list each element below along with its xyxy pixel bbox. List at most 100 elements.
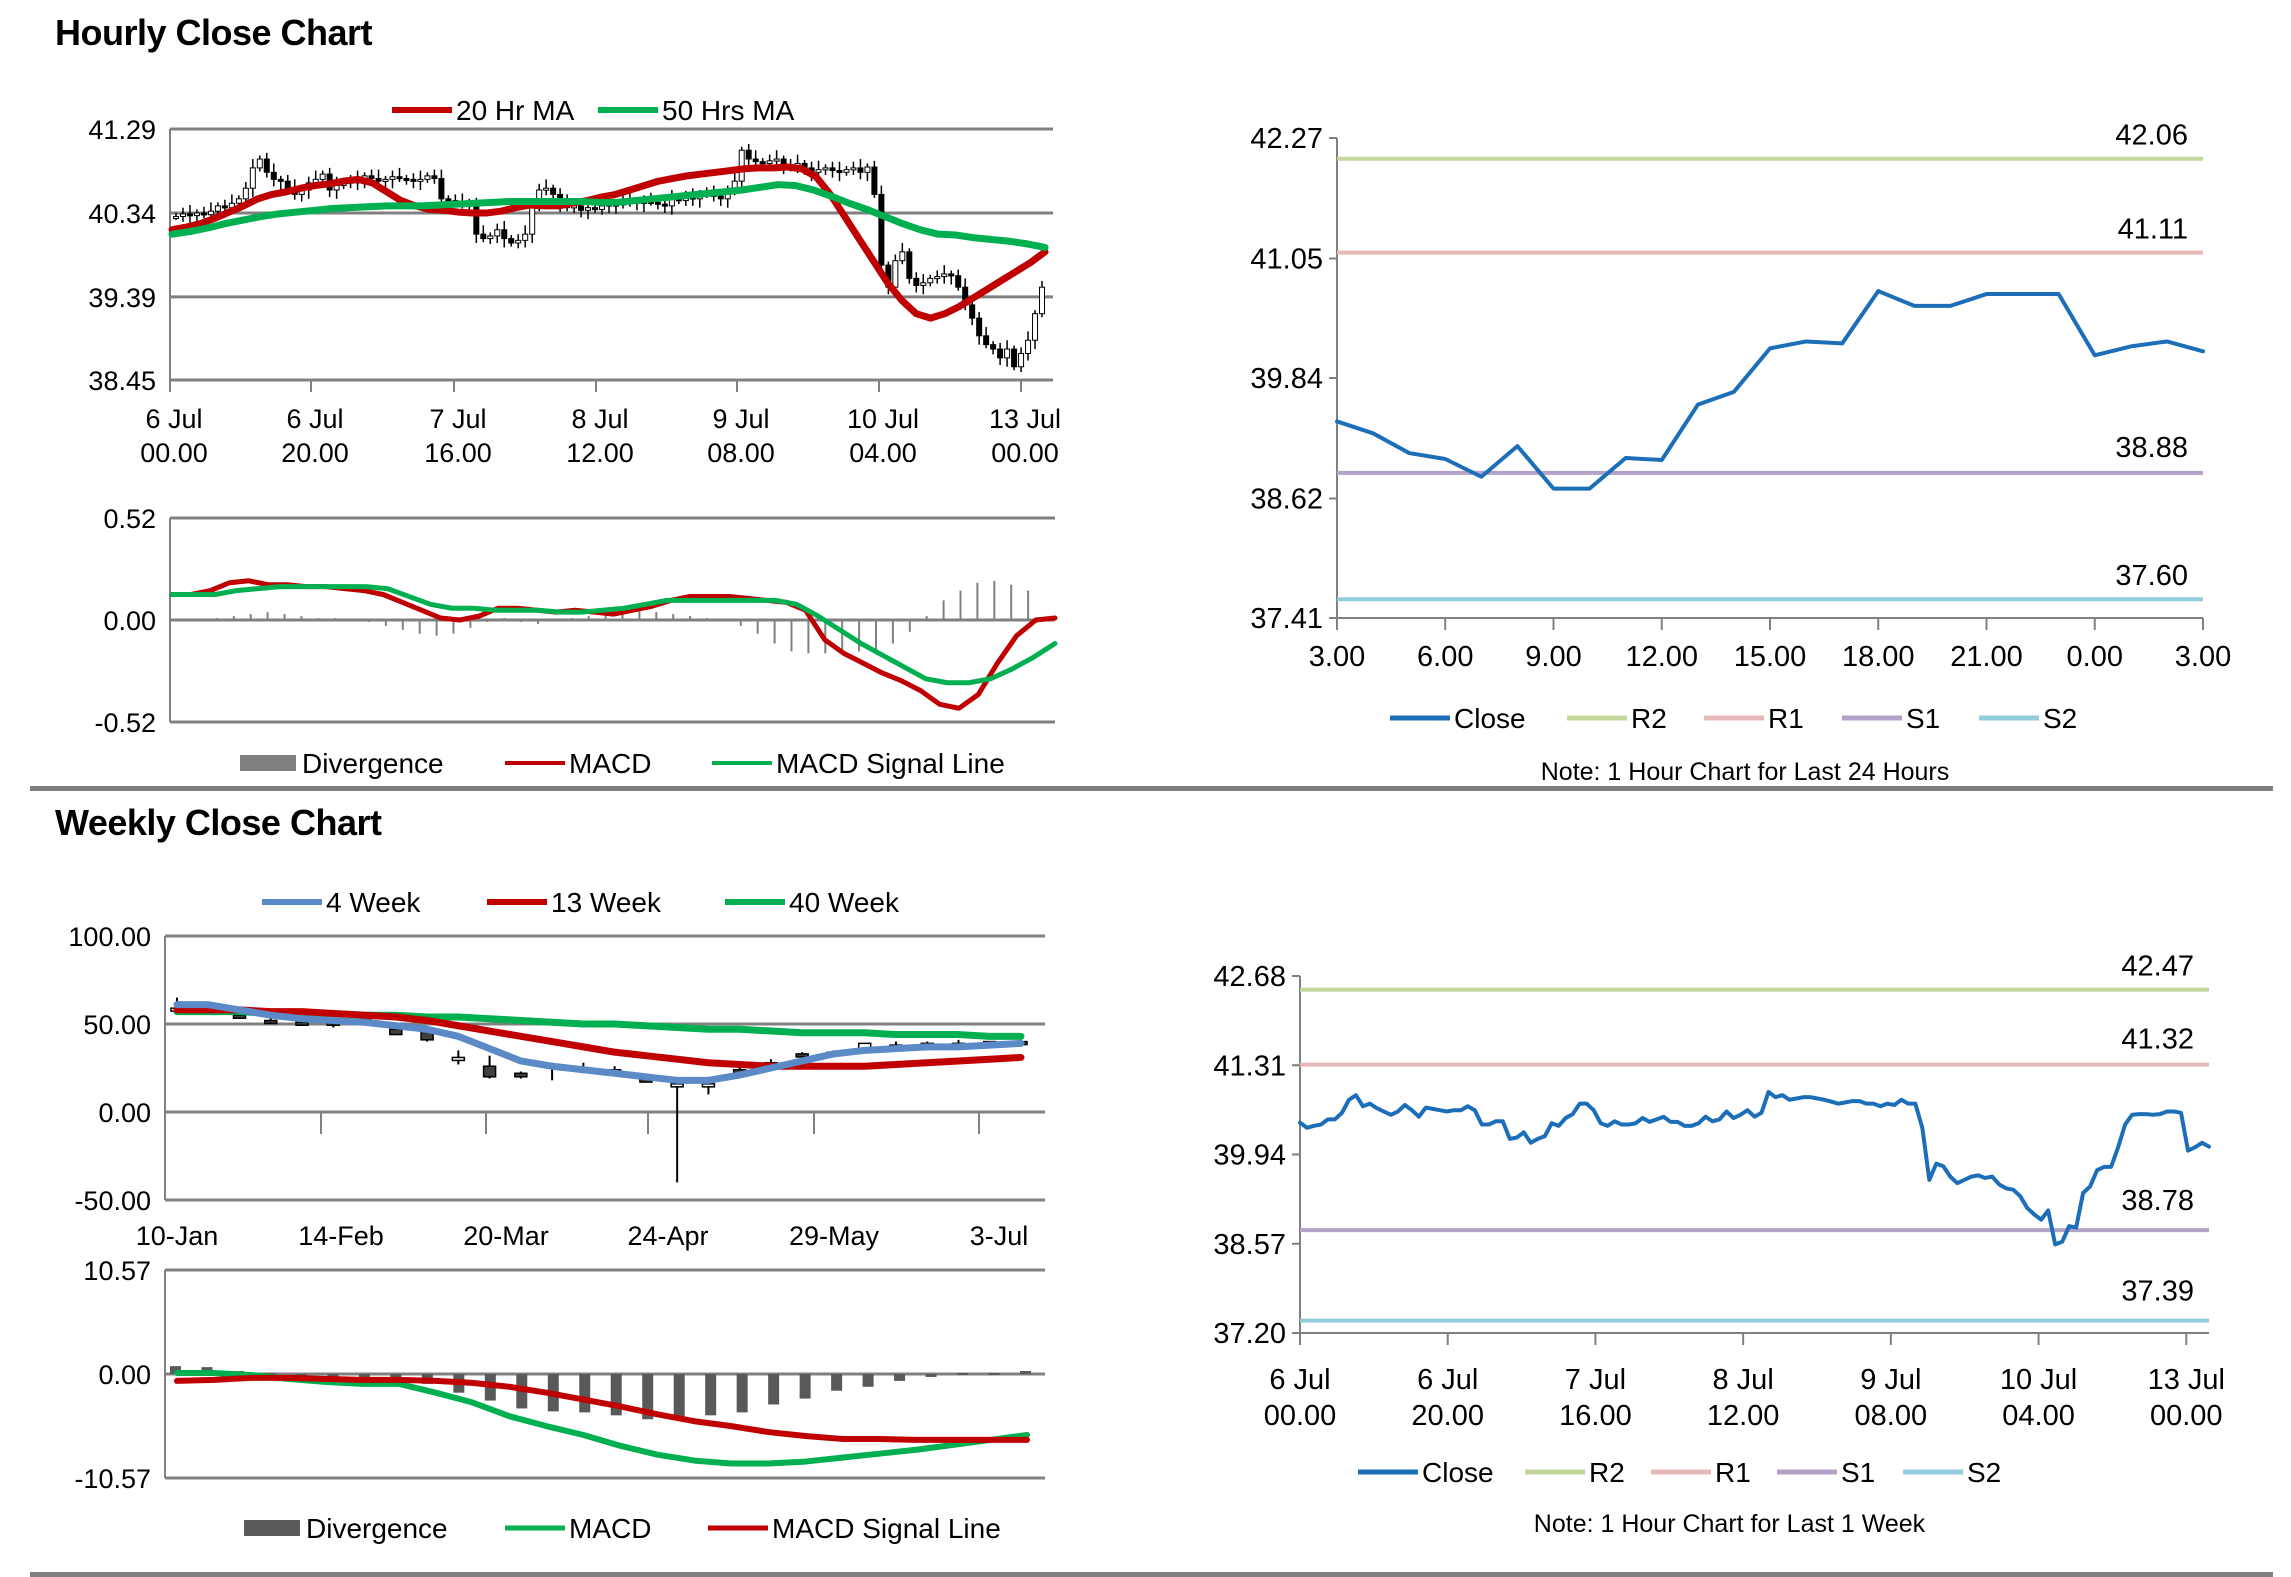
candle-body <box>207 210 214 216</box>
candle-body <box>396 176 403 180</box>
legend-label: 4 Week <box>326 887 421 918</box>
x-tick-label: 8 Jul <box>1713 1364 1774 1396</box>
y-tick-label: 0.00 <box>98 1360 151 1390</box>
candle-body <box>983 335 990 346</box>
divergence-bar <box>768 1374 780 1405</box>
candle-body <box>235 198 242 204</box>
candle-body <box>745 149 752 160</box>
close-line <box>1298 1089 2211 1247</box>
x-tick-label: 10-Jan <box>136 1221 219 1251</box>
candle-body <box>264 1019 278 1025</box>
divergence-bar <box>1020 1371 1031 1374</box>
candle-body <box>997 348 1004 359</box>
candle-body <box>766 160 773 164</box>
candle-body <box>892 260 899 288</box>
candle-body <box>277 178 284 182</box>
x-tick-label: 00.00 <box>991 438 1059 468</box>
x-tick-label: 24-Apr <box>627 1221 708 1251</box>
legend-label: R2 <box>1631 703 1667 734</box>
divergence-bar <box>170 1366 181 1374</box>
x-tick-label: 10 Jul <box>2000 1364 2077 1396</box>
x-tick-label: 20.00 <box>1411 1400 1484 1432</box>
candle-body <box>424 175 431 180</box>
candle-body <box>670 1083 684 1088</box>
candle-body <box>899 251 906 262</box>
candle-body <box>829 167 836 172</box>
x-tick-label: 8 Jul <box>571 404 628 434</box>
divergence-bar <box>705 1374 717 1416</box>
y-tick-label: 41.29 <box>88 115 156 145</box>
candle-body <box>836 170 843 174</box>
x-tick-label: 04.00 <box>2002 1400 2075 1432</box>
close-line <box>1335 289 2205 491</box>
candle-body <box>501 229 508 240</box>
hourly-section-title: Hourly Close Chart <box>55 12 373 53</box>
y-tick-label: 38.62 <box>1250 483 1323 515</box>
x-tick-label: 10 Jul <box>847 404 919 434</box>
legend-label: S2 <box>1967 1457 2001 1488</box>
x-tick-label: 08.00 <box>707 438 775 468</box>
candle-body <box>480 233 487 240</box>
divergence-bar <box>673 1374 685 1417</box>
candle-body <box>389 176 396 180</box>
ma-13week-line <box>173 1006 1025 1070</box>
candle-body <box>270 171 277 180</box>
legend-swatch <box>240 755 296 771</box>
weekly-1wk-close-chart: 42.68 41.31 39.94 38.57 37.20 42.47 41.32 38.78… <box>1213 951 2225 1538</box>
legend-label: R1 <box>1768 703 1804 734</box>
y-tick-label: 0.00 <box>103 606 156 636</box>
bottom-divider <box>30 1572 2273 1577</box>
legend-label: MACD Signal Line <box>776 748 1005 779</box>
legend-label: MACD <box>569 1513 651 1544</box>
x-tick-label: 9.00 <box>1525 641 1581 673</box>
y-tick-label: 41.31 <box>1213 1050 1286 1082</box>
x-tick-label: 12.00 <box>1707 1400 1780 1432</box>
y-tick-label: 37.41 <box>1250 603 1323 635</box>
candle-body <box>759 161 766 165</box>
candle-body <box>242 187 249 200</box>
candle-body <box>473 203 480 235</box>
candle-body <box>445 198 452 202</box>
x-tick-label: 13 Jul <box>989 404 1061 434</box>
x-tick-label: 20-Mar <box>463 1221 549 1251</box>
x-tick-label: 12.00 <box>566 438 634 468</box>
y-tick-label: 40.34 <box>88 199 156 229</box>
y-tick-label: 50.00 <box>83 1010 151 1040</box>
hourly-macd-chart: 0.52 0.00 -0.52 Divergence MACD MACD Signal L… <box>94 504 1058 779</box>
ma-20hr-line <box>168 163 1049 322</box>
weekly-section-title: Weekly Close Chart <box>55 802 382 843</box>
candle-body <box>186 213 193 217</box>
hourly-candlestick-chart: 41.29 40.34 39.39 38.45 6 Jul 00.00 6 Jul 20.00… <box>88 95 1061 468</box>
candle-body <box>578 205 585 211</box>
candle-body <box>717 195 724 200</box>
x-tick-label: 16.00 <box>424 438 492 468</box>
x-tick-label: 6 Jul <box>1417 1364 1478 1396</box>
candle-body <box>906 251 913 279</box>
divergence-bar <box>862 1374 874 1387</box>
candle-body <box>515 239 522 244</box>
legend-label: MACD <box>569 748 651 779</box>
y-tick-label: 0.52 <box>103 504 156 534</box>
level-label-r1: 41.32 <box>2121 1024 2194 1056</box>
candle-body <box>543 187 550 191</box>
x-tick-label: 00.00 <box>2150 1400 2223 1432</box>
divergence-bar <box>358 1374 370 1379</box>
candle-body <box>417 178 424 182</box>
macd-line <box>169 578 1058 711</box>
level-label-r2: 42.47 <box>2121 951 2194 983</box>
legend-label: 40 Week <box>789 887 900 918</box>
divergence-bar <box>390 1374 402 1379</box>
y-tick-label: 0.00 <box>98 1098 151 1128</box>
legend-label: S2 <box>2043 703 2077 734</box>
candle-body <box>482 1065 497 1078</box>
legend-label: 20 Hr MA <box>456 95 575 126</box>
y-tick-label: 38.57 <box>1213 1229 1286 1261</box>
y-tick-label: -0.52 <box>94 708 156 738</box>
candle-body <box>319 173 326 180</box>
x-tick-label: 12.00 <box>1625 641 1698 673</box>
candle-body <box>522 233 529 241</box>
level-label-r1: 41.11 <box>2118 214 2188 246</box>
candle-body <box>927 277 934 284</box>
candle-body <box>955 275 962 288</box>
candle-body <box>843 169 850 173</box>
